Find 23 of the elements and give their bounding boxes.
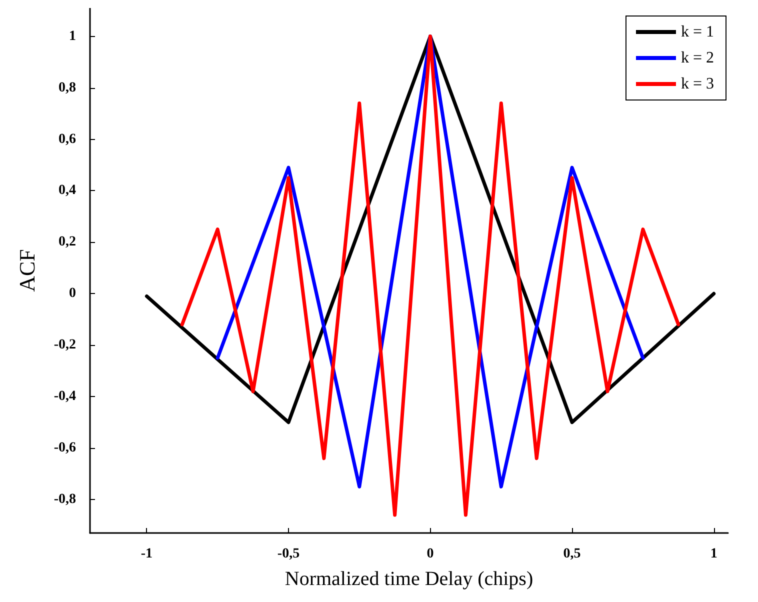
legend-label: k = 2 bbox=[680, 50, 714, 66]
x-tick-label: 0,5 bbox=[563, 546, 581, 562]
y-tick-label: 0,2 bbox=[58, 234, 76, 250]
x-tick-label: 1 bbox=[710, 546, 718, 562]
line-series bbox=[180, 34, 680, 517]
y-tick-label: 0,6 bbox=[58, 132, 76, 147]
x-tick-label: -1 bbox=[140, 546, 153, 562]
y-tick-label: 0 bbox=[69, 286, 76, 302]
y-tick-label: -0,4 bbox=[54, 389, 76, 404]
x-tick-label: 0 bbox=[426, 546, 434, 562]
legend-label: k = 1 bbox=[680, 24, 714, 40]
line-series bbox=[144, 34, 716, 424]
legend-label: k = 3 bbox=[680, 76, 714, 92]
line-series bbox=[216, 34, 645, 488]
y-tick-label: -0,2 bbox=[54, 338, 76, 353]
x-tick-label: -0,5 bbox=[277, 546, 300, 562]
x-axis-title: Normalized time Delay (chips) bbox=[284, 568, 534, 590]
y-tick-label: 1 bbox=[69, 28, 76, 44]
y-axis-title: ACF bbox=[14, 249, 40, 292]
y-tick-label: 0,4 bbox=[58, 183, 76, 198]
y-tick-label: 0,8 bbox=[58, 80, 76, 96]
y-tick-label: -0,6 bbox=[54, 440, 76, 456]
y-tick-label: -0,8 bbox=[54, 492, 76, 508]
